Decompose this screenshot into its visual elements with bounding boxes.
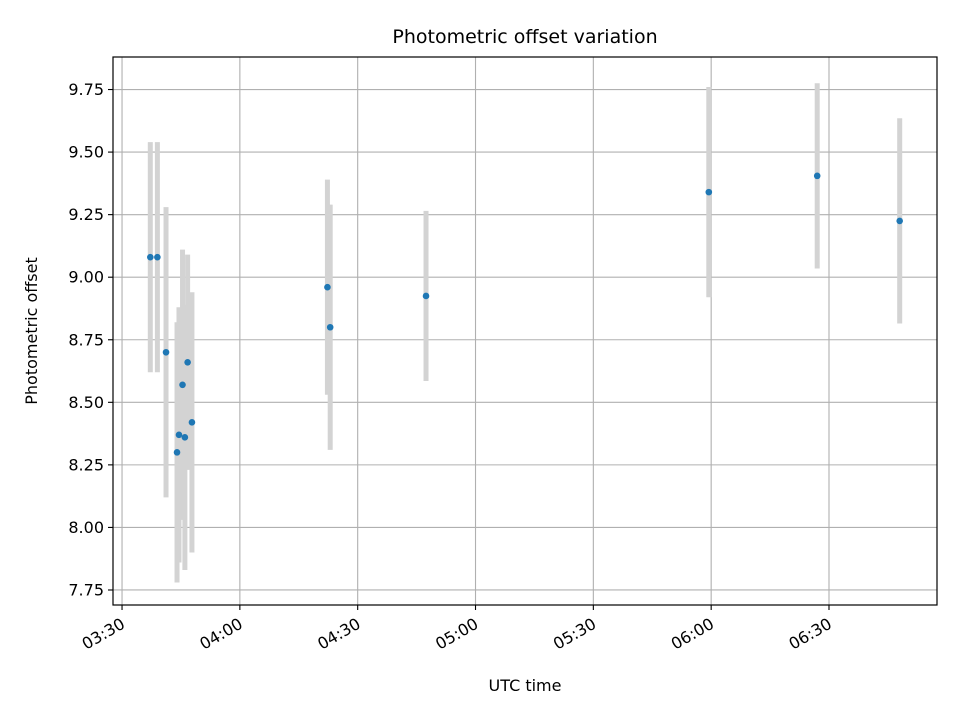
y-axis: 7.75 8.00 8.25 8.50 8.75 9.00 9.25 9.50 9.75 [68, 80, 113, 599]
plot-frame [112, 56, 938, 606]
data-point [324, 283, 331, 291]
data-point [326, 323, 334, 331]
data-points [147, 172, 903, 456]
data-point [188, 419, 196, 426]
data-point [422, 292, 430, 300]
y-axis-label: Photometric offset [22, 257, 41, 405]
y-tick-label: 8.00 [68, 518, 104, 537]
data-point [705, 188, 713, 196]
data-point [162, 348, 170, 356]
chart-title: Photometric offset variation [392, 26, 657, 48]
y-tick-label: 9.50 [68, 143, 104, 162]
y-tick-label: 8.75 [68, 330, 104, 349]
grid [113, 57, 937, 605]
data-point [173, 449, 181, 456]
y-tick-label: 8.50 [68, 393, 104, 412]
data-point [179, 381, 186, 389]
data-point [181, 434, 189, 441]
data-point [154, 253, 161, 261]
data-point [147, 253, 154, 261]
data-point [184, 358, 191, 366]
data-point [896, 217, 903, 225]
x-axis-label: UTC time [489, 676, 562, 695]
y-tick-label: 9.75 [68, 80, 104, 99]
y-tick-label: 8.25 [68, 455, 104, 474]
data-point [175, 431, 183, 439]
y-tick-label: 9.25 [68, 205, 104, 224]
y-tick-label: 9.00 [68, 268, 104, 287]
y-tick-label: 7.75 [68, 580, 104, 599]
data-point [813, 172, 821, 180]
